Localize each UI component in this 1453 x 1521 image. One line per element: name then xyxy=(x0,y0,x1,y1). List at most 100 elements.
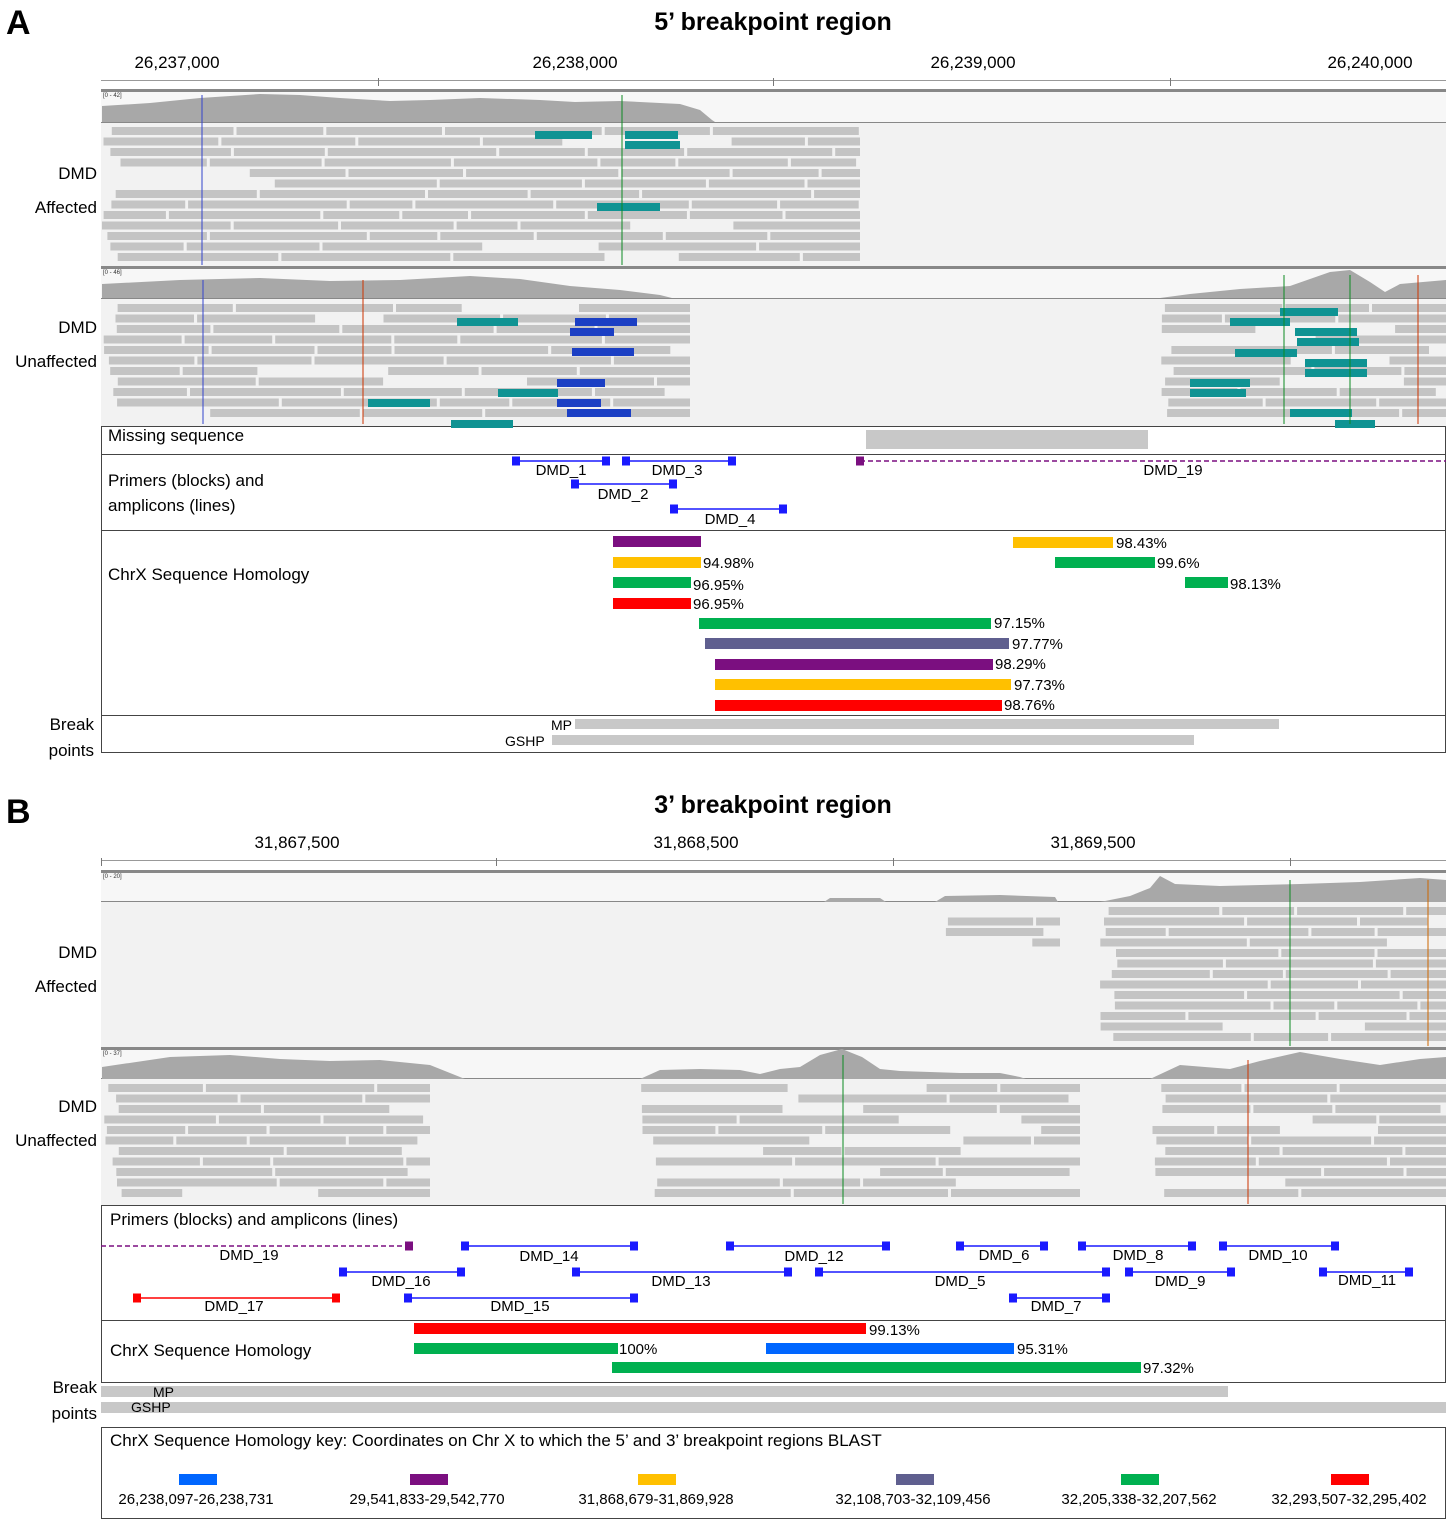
key-label: 26,238,097-26,238,731 xyxy=(118,1491,274,1508)
aligned-read xyxy=(249,1136,346,1145)
aligned-read xyxy=(587,148,685,156)
aligned-read xyxy=(439,398,510,407)
aligned-read xyxy=(598,242,757,251)
aligned-read xyxy=(597,325,690,333)
aligned-read xyxy=(1249,938,1387,947)
aligned-read xyxy=(863,1178,956,1187)
aligned-read xyxy=(1406,1168,1446,1176)
dmd-16-primer xyxy=(457,1267,465,1277)
aligned-read xyxy=(1360,917,1428,926)
dmd-10-primer xyxy=(1219,1241,1227,1251)
aligned-read xyxy=(1402,991,1446,999)
primer-label: DMD_11 xyxy=(1337,1272,1397,1289)
aligned-read xyxy=(1258,1157,1387,1166)
aligned-read xyxy=(1330,1094,1446,1103)
dmd-2-primer xyxy=(669,479,677,489)
aligned-read xyxy=(402,211,468,219)
soft-clipped-read xyxy=(535,131,592,139)
aligned-read xyxy=(108,356,195,365)
aligned-read xyxy=(1168,928,1309,936)
aligned-read xyxy=(369,232,438,240)
aligned-read xyxy=(1161,314,1222,323)
aligned-read xyxy=(880,1168,943,1176)
aligned-read xyxy=(689,211,783,219)
aligned-read xyxy=(324,158,451,167)
aligned-read xyxy=(785,211,860,219)
dmd-19-primer xyxy=(856,456,864,466)
aligned-read xyxy=(1225,959,1373,968)
track-label-dmd: DMD xyxy=(58,164,97,183)
breakpoints-label-line1: Break xyxy=(49,715,94,734)
aligned-read xyxy=(642,190,812,198)
aligned-read xyxy=(1161,1084,1242,1092)
aligned-read xyxy=(1301,1189,1446,1197)
aligned-read xyxy=(103,335,182,344)
aligned-read xyxy=(520,221,631,230)
aligned-read xyxy=(348,169,463,177)
aligned-read xyxy=(117,377,256,386)
panel-a-title: 5’ breakpoint region xyxy=(654,8,892,36)
aligned-read xyxy=(1406,907,1446,915)
aligned-read xyxy=(1334,346,1429,354)
coverage-profile xyxy=(1100,876,1446,902)
aligned-read xyxy=(209,158,322,167)
panel-a-tick: 26,238,000 xyxy=(532,53,618,72)
coverage-range: [0 - 37] xyxy=(103,1051,122,1057)
key-swatch xyxy=(1121,1474,1159,1485)
dmd-19-primer xyxy=(405,1241,413,1251)
aligned-read xyxy=(579,367,690,375)
aligned-read xyxy=(110,242,184,251)
aligned-read xyxy=(1390,1157,1446,1166)
homology-pct: 98.43% xyxy=(1116,535,1167,552)
primer-label: DMD_15 xyxy=(490,1298,550,1315)
homology-pct: 97.15% xyxy=(994,615,1045,632)
aligned-read xyxy=(807,137,860,146)
aligned-read xyxy=(440,232,534,240)
aligned-read xyxy=(687,148,833,156)
aligned-read xyxy=(236,127,324,135)
aligned-read xyxy=(1247,917,1357,926)
aligned-read xyxy=(116,325,211,333)
aligned-read xyxy=(211,346,315,354)
primer-label: DMD_5 xyxy=(934,1273,986,1290)
aligned-read xyxy=(595,388,665,396)
aligned-read xyxy=(1105,928,1166,936)
soft-clipped-read xyxy=(451,420,513,428)
aligned-read xyxy=(655,1157,793,1166)
homology-label: ChrX Sequence Homology xyxy=(108,565,310,584)
aligned-read xyxy=(1297,907,1404,915)
soft-clipped-read xyxy=(557,399,601,407)
aligned-read xyxy=(466,169,619,177)
dmd-1-primer xyxy=(512,456,520,466)
aligned-read xyxy=(793,1189,948,1197)
panel-a-tick: 26,237,000 xyxy=(134,53,220,72)
aligned-read xyxy=(1100,1012,1186,1020)
aligned-read xyxy=(318,1189,430,1197)
aligned-read xyxy=(657,1178,780,1187)
aligned-read xyxy=(863,1105,997,1113)
aligned-read xyxy=(795,1157,936,1166)
aligned-read xyxy=(365,1094,430,1103)
aligned-read xyxy=(1318,1012,1407,1020)
aligned-read xyxy=(1251,1136,1372,1145)
aligned-read xyxy=(1331,1033,1446,1041)
key-label: 32,205,338-32,207,562 xyxy=(1061,1491,1217,1508)
homology-bar xyxy=(613,557,701,568)
aligned-read xyxy=(1405,1147,1446,1155)
aligned-read xyxy=(1100,938,1247,947)
aligned-read xyxy=(600,158,676,167)
aligned-read xyxy=(613,356,690,365)
homology-bar xyxy=(766,1343,1014,1354)
breakpoints-label-line2: points xyxy=(51,1404,97,1423)
aligned-read xyxy=(274,179,437,188)
breakpoint-bar-mp xyxy=(575,719,1279,729)
aligned-read xyxy=(1404,367,1446,375)
aligned-read xyxy=(1165,1094,1328,1103)
aligned-read xyxy=(1154,1157,1256,1166)
dmd-13-primer xyxy=(572,1267,580,1277)
key-swatch xyxy=(896,1474,934,1485)
aligned-read xyxy=(453,158,598,167)
homology-bar xyxy=(414,1343,618,1354)
aligned-read xyxy=(322,242,483,251)
homology-pct: 97.32% xyxy=(1143,1360,1194,1377)
